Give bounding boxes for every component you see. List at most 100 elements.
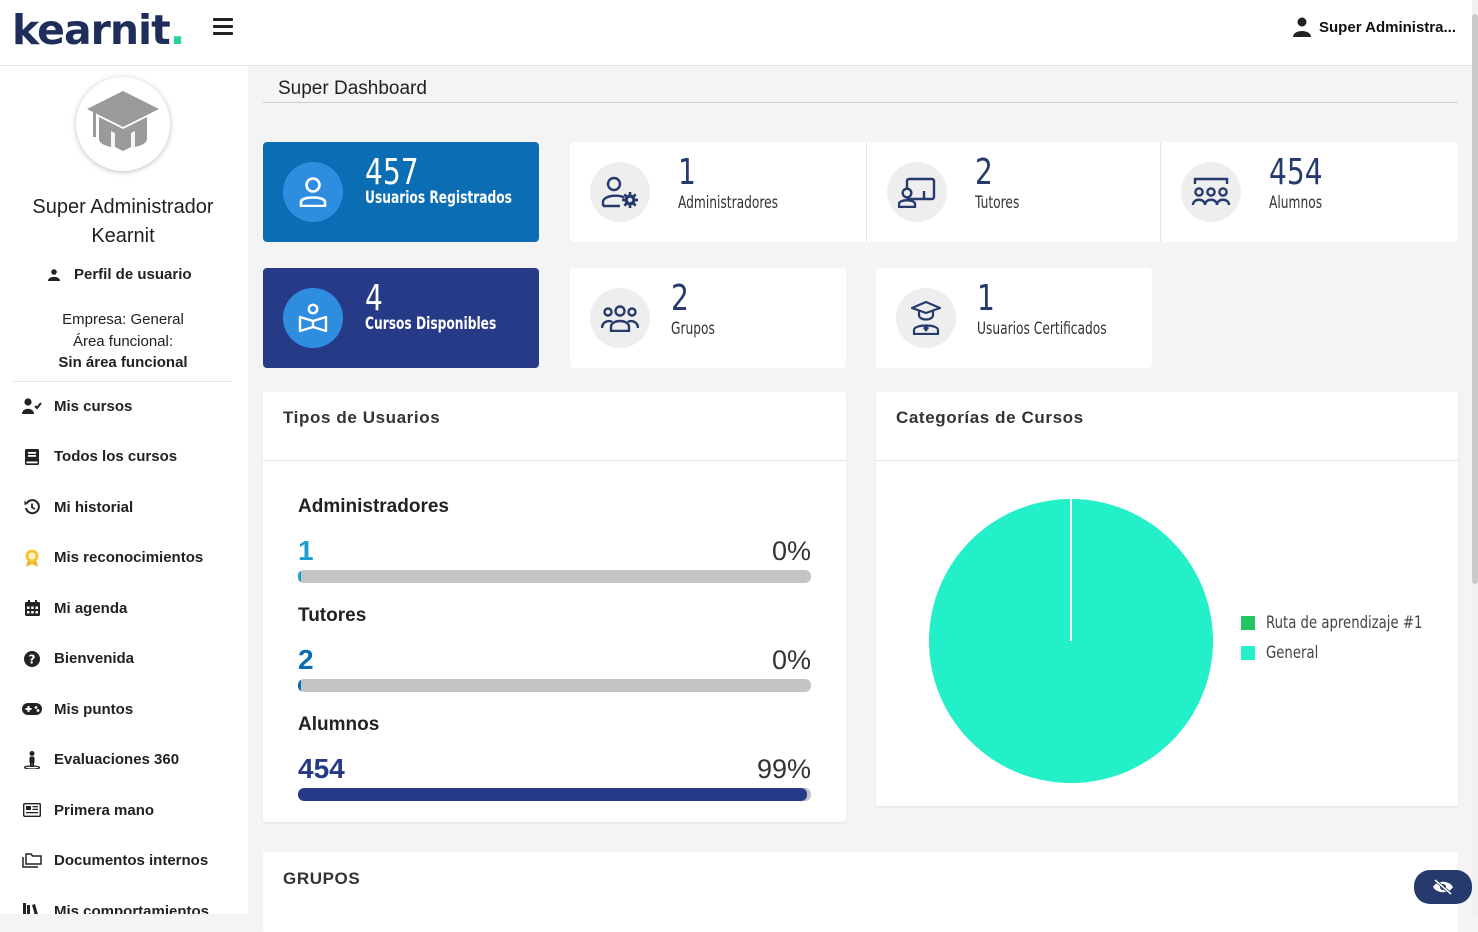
user-menu-label: Super Administra... <box>1319 18 1456 36</box>
stat-label: Usuarios Certificados <box>977 319 1107 339</box>
sidebar-item-mis-reconocimientos[interactable]: Mis reconocimientos <box>0 533 248 584</box>
groups-panel: GRUPOS <box>263 852 1458 932</box>
progress-fill <box>298 788 808 801</box>
company-info: Empresa: General Área funcional: Sin áre… <box>58 311 188 371</box>
stat-card-courses[interactable]: 4 Cursos Disponibles <box>263 268 539 368</box>
stat-value: 1 <box>977 278 995 319</box>
stat-label: Cursos Disponibles <box>365 314 497 334</box>
svg-text:?: ? <box>29 652 36 666</box>
divider <box>13 381 232 382</box>
avatar <box>76 77 170 171</box>
user-outline-icon <box>283 162 343 222</box>
folders-icon <box>22 851 42 871</box>
progress-bar-administrators <box>298 570 811 583</box>
panel-title: Categorías de Cursos <box>896 408 1084 427</box>
sidebar-item-mi-historial[interactable]: Mi historial <box>0 482 248 533</box>
profile-link[interactable]: Perfil de usuario <box>48 266 192 283</box>
divider <box>1160 142 1161 242</box>
chart-legend: Ruta de aprendizaje #1 General <box>1241 613 1467 673</box>
eye-slash-icon <box>1433 879 1453 895</box>
top-bar: kearnit. Super Administra... <box>0 0 1478 66</box>
progress-fill <box>298 679 302 692</box>
stat-label: Alumnos <box>1269 193 1323 213</box>
course-categories-pie-chart <box>929 499 1213 783</box>
legend-item[interactable]: Ruta de aprendizaje #1 <box>1241 613 1467 633</box>
bar-label: Tutores <box>298 605 367 626</box>
stat-card-students[interactable]: 454 Alumnos <box>1161 142 1458 242</box>
sidebar-item-documentos-internos[interactable]: Documentos internos <box>0 836 248 887</box>
stat-label: Usuarios Registrados <box>365 188 512 208</box>
sidebar-item-bienvenida[interactable]: ? Bienvenida <box>0 634 248 685</box>
menu-toggle-icon[interactable] <box>213 18 233 36</box>
stat-card-groups[interactable]: 2 Grupos <box>570 268 846 368</box>
books-icon <box>22 901 42 914</box>
person-icon <box>48 268 60 281</box>
user-types-panel: Tipos de Usuarios Administradores 1 0% T… <box>263 392 846 822</box>
user-icon <box>1293 17 1312 37</box>
divider <box>876 460 1458 461</box>
stat-value: 2 <box>671 278 689 319</box>
divider <box>263 102 1458 103</box>
stat-card-certified-users[interactable]: 1 Usuarios Certificados <box>876 268 1152 368</box>
hide-toggle-button[interactable] <box>1414 870 1472 904</box>
user-menu[interactable]: Super Administra... <box>1293 17 1456 37</box>
bar-percent: 99% <box>756 754 811 784</box>
progress-bar-students <box>298 788 811 801</box>
stat-value: 1 <box>678 152 696 193</box>
bar-percent: 0% <box>771 645 811 675</box>
person-stand-icon <box>22 750 42 770</box>
panel-title: GRUPOS <box>283 869 361 888</box>
stat-label: Administradores <box>678 193 779 213</box>
legend-swatch <box>1241 646 1255 660</box>
stat-label: Tutores <box>975 193 1020 213</box>
stat-card-administrators[interactable]: 1 Administradores <box>570 142 866 242</box>
newspaper-icon <box>22 800 42 820</box>
teacher-board-icon <box>887 162 947 222</box>
question-circle-icon: ? <box>22 649 42 669</box>
stat-card-registered-users[interactable]: 457 Usuarios Registrados <box>263 142 539 242</box>
progress-bar-tutors <box>298 679 811 692</box>
graduation-cap-icon <box>87 91 159 152</box>
bar-value: 1 <box>298 535 314 566</box>
user-gear-icon <box>590 162 650 222</box>
user-check-icon <box>22 396 42 416</box>
sidebar-nav: Mis cursos Todos los cursos Mi historial… <box>0 381 248 914</box>
students-class-icon <box>1181 162 1241 222</box>
legend-label: General <box>1266 643 1319 663</box>
stats-users-group: 1 Administradores 2 Tutores 454 Alumnos <box>570 142 1458 242</box>
graduate-icon <box>896 288 956 348</box>
stat-value: 2 <box>975 152 993 193</box>
sidebar-item-evaluaciones-360[interactable]: Evaluaciones 360 <box>0 735 248 786</box>
bar-label: Administradores <box>298 496 449 517</box>
sidebar-item-mi-agenda[interactable]: Mi agenda <box>0 583 248 634</box>
stat-label: Grupos <box>671 319 715 339</box>
bar-value: 2 <box>298 644 314 675</box>
progress-fill <box>298 570 302 583</box>
sidebar-item-mis-puntos[interactable]: Mis puntos <box>0 684 248 735</box>
bar-percent: 0% <box>771 536 811 566</box>
group-icon <box>590 288 650 348</box>
bar-label: Alumnos <box>298 714 380 735</box>
bar-value: 454 <box>298 753 345 784</box>
page-title: Super Dashboard <box>278 78 427 99</box>
divider <box>263 460 846 461</box>
sidebar-item-mis-cursos[interactable]: Mis cursos <box>0 381 248 432</box>
sidebar-item-primera-mano[interactable]: Primera mano <box>0 785 248 836</box>
panel-title: Tipos de Usuarios <box>283 408 441 427</box>
user-display-name: Super Administrador Kearnit <box>32 196 214 247</box>
sidebar-item-mis-comportamientos[interactable]: Mis comportamientos <box>0 886 248 914</box>
scrollbar[interactable] <box>1472 0 1478 914</box>
sidebar-item-todos-los-cursos[interactable]: Todos los cursos <box>0 432 248 483</box>
calendar-icon <box>22 598 42 618</box>
stat-value: 454 <box>1269 152 1323 193</box>
legend-label: Ruta de aprendizaje #1 <box>1266 613 1423 633</box>
legend-swatch <box>1241 616 1255 630</box>
sidebar: Super Administrador Kearnit Perfil de us… <box>0 66 248 914</box>
stat-card-tutors[interactable]: 2 Tutores <box>867 142 1160 242</box>
scrollbar-thumb[interactable] <box>1472 14 1478 584</box>
kearnit-logo[interactable]: kearnit. <box>12 6 185 54</box>
open-book-icon <box>283 288 343 348</box>
legend-item[interactable]: General <box>1241 643 1467 663</box>
gamepad-icon <box>22 699 42 719</box>
divider <box>866 142 867 242</box>
